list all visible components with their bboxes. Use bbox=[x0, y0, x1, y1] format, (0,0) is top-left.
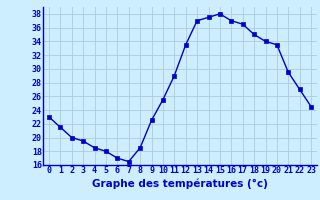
X-axis label: Graphe des températures (°c): Graphe des températures (°c) bbox=[92, 178, 268, 189]
